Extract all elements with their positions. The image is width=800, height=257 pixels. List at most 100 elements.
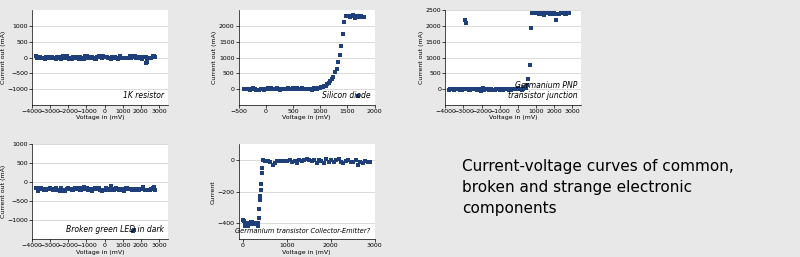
Point bbox=[339, 159, 352, 163]
Point bbox=[50, 57, 62, 61]
Point bbox=[97, 188, 110, 192]
Point bbox=[259, 159, 272, 163]
Point bbox=[499, 87, 512, 91]
Point bbox=[138, 188, 151, 192]
Point bbox=[34, 56, 47, 60]
Point bbox=[248, 222, 261, 226]
Point bbox=[298, 158, 310, 162]
Point bbox=[106, 55, 118, 59]
Point bbox=[94, 55, 106, 59]
X-axis label: Voltage in (mV): Voltage in (mV) bbox=[282, 115, 331, 120]
Point bbox=[70, 56, 82, 60]
Point bbox=[94, 188, 106, 192]
Point bbox=[530, 11, 542, 15]
Point bbox=[543, 12, 556, 16]
Point bbox=[126, 230, 139, 234]
Text: Silicon diode: Silicon diode bbox=[322, 91, 370, 100]
Point bbox=[63, 57, 76, 61]
Point bbox=[59, 56, 72, 60]
Point bbox=[327, 160, 340, 164]
Point bbox=[315, 159, 328, 163]
Point bbox=[519, 86, 532, 90]
Point bbox=[239, 224, 252, 228]
Point bbox=[32, 56, 45, 60]
Point bbox=[278, 159, 291, 163]
Point bbox=[310, 161, 323, 165]
Point bbox=[122, 56, 134, 60]
Point bbox=[146, 186, 159, 190]
Point bbox=[101, 187, 114, 191]
Point bbox=[67, 55, 80, 59]
Point bbox=[492, 87, 505, 91]
Point bbox=[458, 87, 470, 91]
Point bbox=[40, 55, 53, 59]
Point bbox=[486, 88, 498, 92]
Point bbox=[514, 87, 526, 91]
Point bbox=[253, 88, 266, 92]
Point bbox=[525, 26, 538, 30]
Point bbox=[127, 54, 140, 58]
X-axis label: Voltage in (mV): Voltage in (mV) bbox=[76, 250, 124, 255]
Point bbox=[139, 55, 152, 59]
Point bbox=[283, 87, 296, 91]
Text: Broken green LED in dark: Broken green LED in dark bbox=[66, 225, 164, 234]
Point bbox=[91, 55, 104, 59]
Point bbox=[261, 87, 274, 91]
Point bbox=[125, 56, 138, 60]
Point bbox=[517, 87, 530, 91]
Point bbox=[322, 160, 335, 164]
Point bbox=[281, 159, 294, 163]
Point bbox=[515, 88, 528, 92]
Point bbox=[102, 56, 114, 60]
Point bbox=[468, 87, 481, 91]
Point bbox=[459, 18, 472, 22]
Point bbox=[42, 55, 54, 59]
Point bbox=[36, 56, 49, 60]
Point bbox=[527, 11, 540, 15]
Point bbox=[113, 188, 126, 192]
Point bbox=[507, 87, 520, 91]
Point bbox=[113, 56, 126, 60]
Point bbox=[137, 185, 150, 189]
Point bbox=[303, 87, 316, 91]
Point bbox=[52, 56, 65, 60]
Point bbox=[102, 188, 114, 192]
Point bbox=[111, 57, 124, 61]
Point bbox=[111, 187, 124, 191]
Point bbox=[503, 87, 516, 91]
Point bbox=[348, 15, 361, 20]
Point bbox=[258, 88, 270, 92]
Point bbox=[147, 185, 160, 189]
Point bbox=[141, 56, 154, 60]
Point bbox=[444, 87, 457, 91]
Point bbox=[460, 21, 473, 25]
Point bbox=[239, 87, 252, 91]
Point bbox=[84, 187, 97, 191]
Point bbox=[256, 166, 269, 170]
Point bbox=[30, 56, 43, 60]
Point bbox=[42, 56, 55, 60]
Y-axis label: Current out (mA): Current out (mA) bbox=[213, 31, 218, 84]
Point bbox=[34, 55, 46, 59]
Point bbox=[86, 189, 98, 193]
Point bbox=[352, 162, 365, 167]
Point bbox=[551, 12, 564, 16]
Point bbox=[494, 88, 506, 92]
Point bbox=[133, 55, 146, 59]
Point bbox=[249, 222, 262, 226]
Point bbox=[269, 161, 282, 165]
Point bbox=[79, 187, 92, 191]
Point bbox=[30, 186, 42, 190]
Point bbox=[280, 87, 293, 91]
Point bbox=[46, 55, 58, 59]
Point bbox=[105, 184, 118, 188]
Point bbox=[44, 56, 57, 60]
Point bbox=[324, 79, 337, 83]
Point bbox=[241, 87, 254, 91]
Point bbox=[146, 54, 159, 59]
Point bbox=[133, 188, 146, 192]
Point bbox=[83, 55, 96, 59]
Point bbox=[321, 82, 334, 86]
Point bbox=[332, 60, 345, 65]
Point bbox=[145, 187, 158, 191]
